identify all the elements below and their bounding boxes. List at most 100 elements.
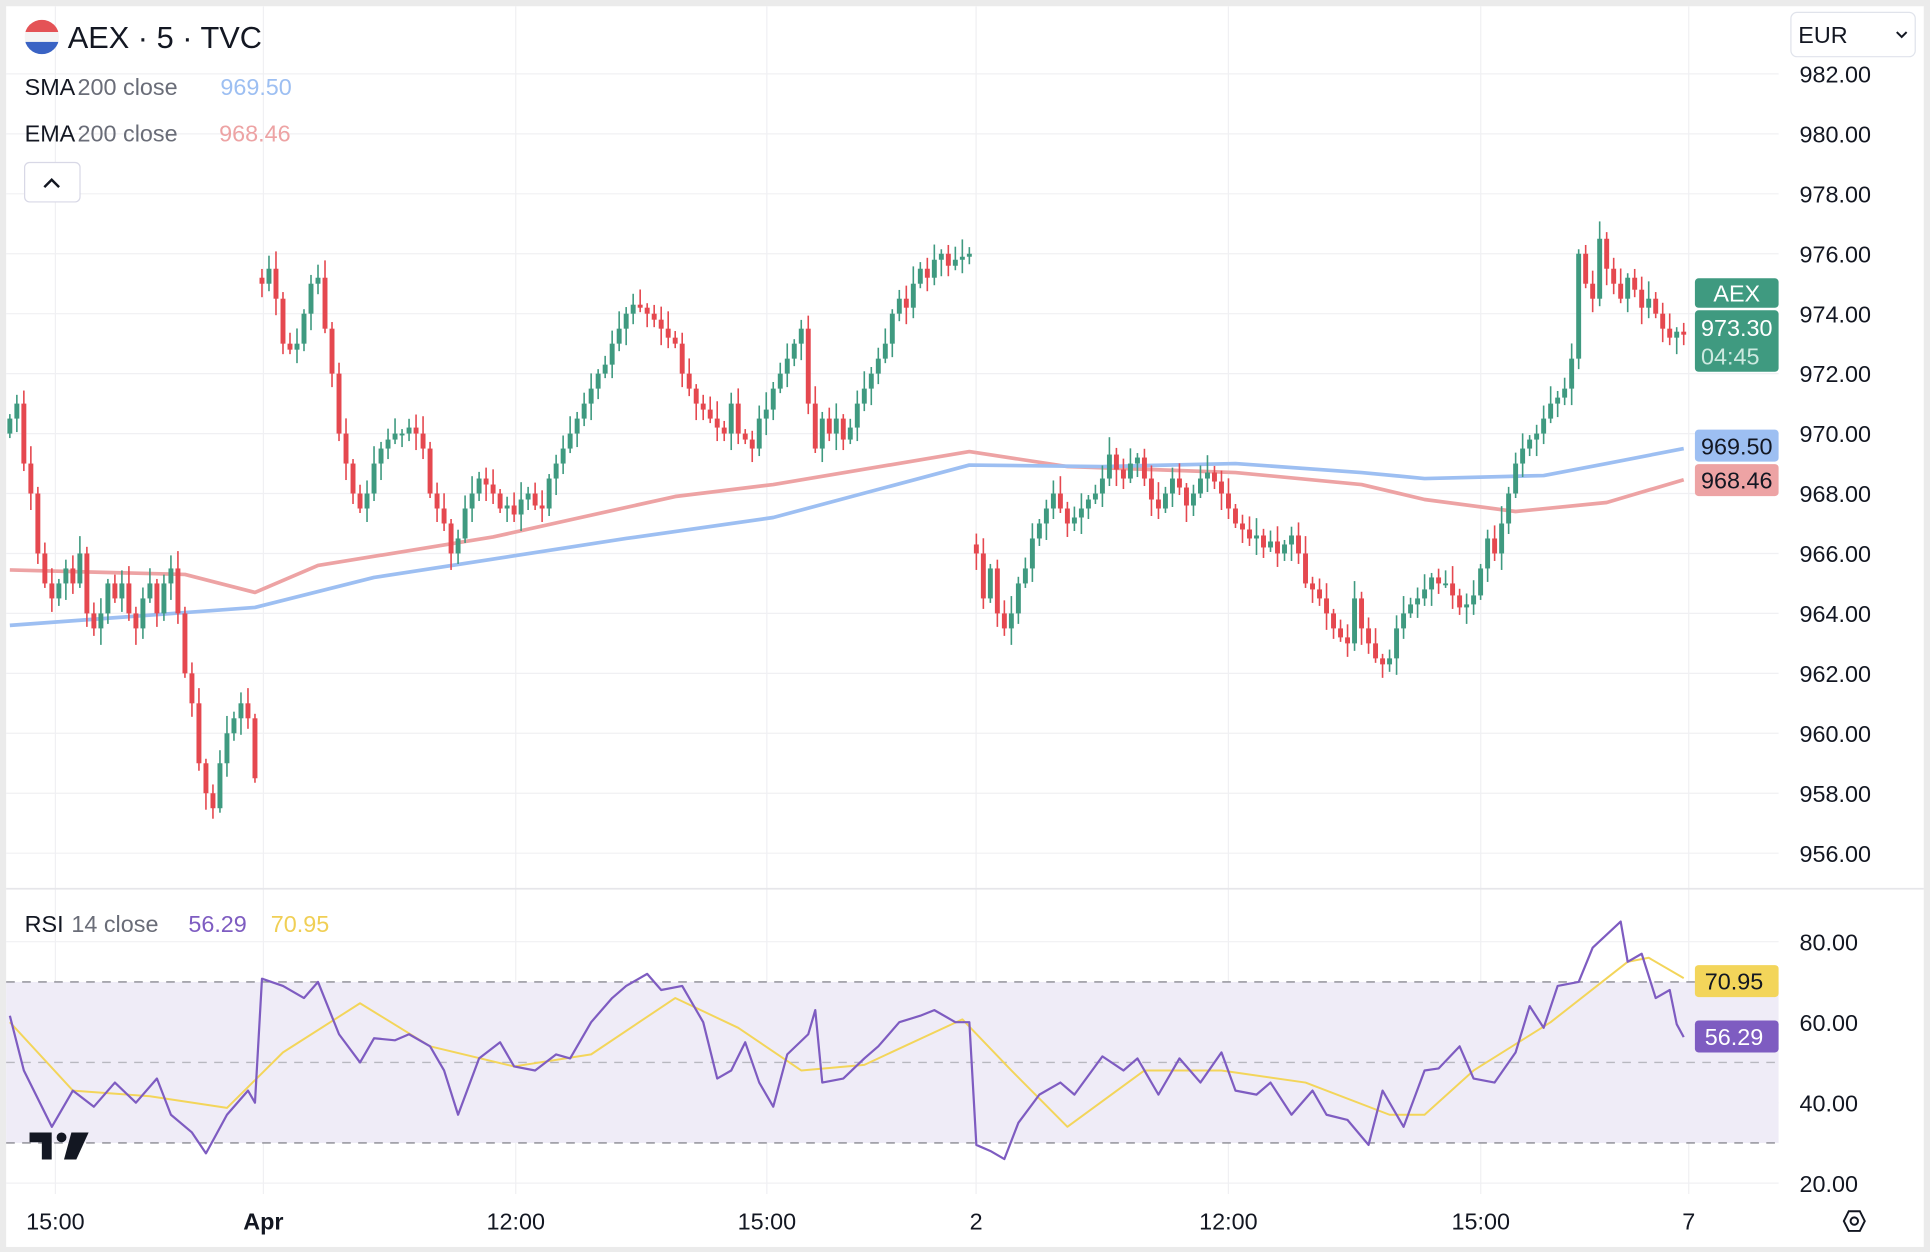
- candle: [1506, 486, 1512, 534]
- sma-price-tag: 969.50: [1694, 429, 1779, 462]
- candle: [1597, 221, 1603, 307]
- candle: [1127, 448, 1133, 484]
- time-axis-label: 12:00: [486, 1209, 545, 1235]
- candle: [1590, 270, 1596, 313]
- candle: [490, 469, 496, 505]
- candle: [1443, 570, 1449, 588]
- rsi-legend[interactable]: RSI 14 close 56.29 70.95: [25, 911, 330, 937]
- candle: [161, 574, 167, 621]
- candle: [1303, 536, 1308, 588]
- candle: [966, 247, 972, 265]
- candle: [189, 662, 195, 717]
- candle: [994, 559, 1000, 627]
- chevron-down-icon: [1896, 31, 1908, 39]
- candle: [1022, 557, 1028, 588]
- candle: [574, 411, 580, 448]
- candle: [63, 559, 69, 600]
- candle: [882, 328, 888, 364]
- candle: [1057, 476, 1063, 514]
- sma-legend-value: 969.50: [220, 74, 292, 100]
- chart-settings-button[interactable]: [1842, 1210, 1866, 1232]
- candle: [847, 418, 853, 445]
- candle: [1029, 523, 1035, 582]
- ema-legend-params: 200 close: [78, 121, 178, 147]
- rsi-ma-tag: 70.95: [1694, 965, 1779, 998]
- symbol-header[interactable]: AEX · 5 · TVC: [24, 19, 262, 55]
- candle: [854, 390, 860, 442]
- candle: [140, 587, 146, 639]
- ema-legend-name: EMA: [25, 121, 76, 147]
- candle: [833, 403, 839, 451]
- candle: [392, 418, 398, 445]
- rsi-axis-label: 40.00: [1800, 1090, 1859, 1116]
- rsi-axis[interactable]: 80.00 60.00 40.00 20.00: [1800, 929, 1859, 1196]
- candle: [644, 303, 650, 328]
- candle: [154, 578, 160, 627]
- candle: [1176, 463, 1182, 496]
- candle: [1134, 453, 1140, 478]
- collapse-legend-button[interactable]: [24, 161, 81, 203]
- price-axis-label: 974.00: [1800, 301, 1872, 327]
- candle: [231, 711, 237, 741]
- candle: [413, 414, 419, 451]
- price-axis-label: 966.00: [1800, 541, 1872, 567]
- price-axis[interactable]: 982.00 980.00 978.00 976.00 974.00 972.00 970.…: [1800, 62, 1872, 867]
- candle: [441, 493, 447, 531]
- candle: [700, 394, 706, 421]
- candle: [399, 429, 405, 448]
- candle: [1415, 587, 1421, 618]
- candle: [1296, 522, 1301, 564]
- candle: [1359, 591, 1365, 645]
- time-axis-label: 7: [1682, 1209, 1695, 1235]
- candle: [455, 529, 461, 564]
- candle: [875, 347, 881, 385]
- price-axis-label: 970.00: [1800, 421, 1872, 447]
- candle: [1681, 322, 1687, 346]
- candle: [707, 396, 713, 424]
- candle: [385, 428, 391, 460]
- candle: [1113, 447, 1119, 487]
- candle: [609, 330, 615, 379]
- candle: [1429, 572, 1435, 606]
- candle: [749, 430, 755, 463]
- candle: [357, 484, 363, 514]
- rsi-legend-params: 14 close: [71, 911, 158, 937]
- candle: [1548, 386, 1554, 424]
- candle: [1667, 313, 1673, 346]
- candle: [175, 551, 181, 624]
- time-axis[interactable]: 15:00 Apr 12:00 15:00 2 12:00 15:00 7: [26, 1209, 1695, 1235]
- rsi-lines: [8, 920, 1685, 1161]
- currency-selector[interactable]: EUR: [1790, 11, 1916, 58]
- candle: [266, 255, 272, 292]
- candle: [931, 244, 937, 286]
- candle: [889, 309, 895, 358]
- sma-legend-name: SMA: [25, 74, 76, 100]
- candle: [567, 416, 573, 454]
- rsi-levels: [6, 981, 1779, 1144]
- candle: [1205, 455, 1210, 493]
- candle: [1254, 518, 1259, 555]
- candle: [182, 606, 188, 678]
- candle: [1653, 292, 1659, 319]
- sma-legend[interactable]: SMA 200 close 969.50: [25, 74, 292, 100]
- candle: [1401, 596, 1407, 639]
- candle: [7, 414, 13, 439]
- candle: [553, 454, 559, 496]
- rsi-tag: 56.29: [1694, 1020, 1779, 1053]
- ema-legend[interactable]: EMA 200 close 968.46: [25, 121, 291, 147]
- candle: [840, 414, 846, 451]
- candle: [126, 566, 132, 621]
- candle: [322, 260, 328, 334]
- time-axis-label: Apr: [243, 1209, 283, 1235]
- tradingview-logo[interactable]: [29, 1132, 89, 1160]
- candle: [1513, 452, 1519, 499]
- candle: [539, 490, 545, 522]
- rsi-axis-label: 20.00: [1800, 1171, 1859, 1197]
- candle: [168, 555, 174, 600]
- last-price-value: 973.30: [1701, 315, 1773, 341]
- candle: [714, 401, 720, 442]
- candle: [1240, 514, 1245, 543]
- candle: [1534, 424, 1540, 457]
- time-axis-label: 12:00: [1199, 1209, 1258, 1235]
